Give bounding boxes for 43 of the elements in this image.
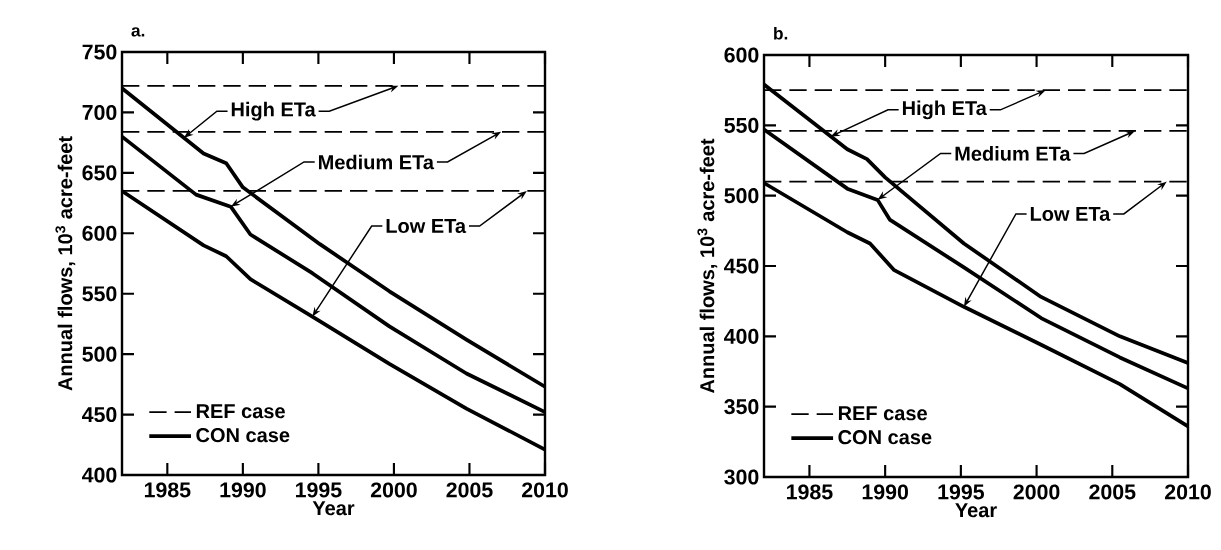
x-tick-label: 2000 [1013, 484, 1060, 500]
y-tick-label: 600 [82, 225, 117, 241]
legend-label: REF case [196, 404, 285, 419]
x-tick-label: 1995 [938, 484, 984, 500]
y-tick-label: 550 [724, 117, 759, 133]
x-tick-label: 2010 [522, 482, 568, 498]
annotation: Medium ETa [318, 154, 435, 170]
annotation: Medium ETa [955, 146, 1071, 161]
y-tick-label: 700 [82, 104, 117, 120]
x-tick-label: 1990 [862, 484, 908, 500]
annotation: High ETa [231, 101, 316, 121]
chart-title: b. [774, 26, 788, 40]
x-tick-label: 1995 [296, 482, 342, 498]
x-axis-title: Year [955, 503, 997, 518]
x-tick-label: 1990 [220, 482, 266, 498]
y-tick-label: 600 [724, 47, 759, 63]
y-tick-label: 650 [82, 165, 117, 181]
y-axis-title: Annual flows, 10$^{3}$ acre-feet [697, 138, 718, 394]
y-tick-label: 750 [82, 44, 117, 60]
x-tick-label: 2000 [370, 482, 417, 498]
y-tick-label: 500 [724, 188, 759, 204]
y-tick-label: 400 [82, 467, 117, 483]
legend-label: REF case [838, 406, 927, 421]
chart-title: a. [131, 27, 145, 37]
x-tick-label: 2010 [1165, 484, 1211, 500]
y-tick-label: 350 [724, 399, 759, 415]
x-tick-label: 1985 [144, 482, 191, 498]
x-tick-label: 2005 [1089, 484, 1136, 500]
y-tick-label: 300 [724, 469, 759, 485]
x-axis-title: Year [312, 501, 355, 516]
y-axis-title: Annual flows, 10$^{3}$ acre-feet [55, 136, 76, 391]
y-tick-label: 550 [82, 286, 117, 302]
y-tick-label: 400 [724, 328, 759, 344]
annotation: Low ETa [386, 219, 467, 233]
y-tick-label: 450 [82, 407, 117, 423]
y-tick-label: 450 [724, 258, 759, 274]
x-tick-label: 2005 [446, 482, 493, 498]
legend-label: CON case [838, 430, 932, 445]
x-tick-label: 1985 [787, 484, 833, 500]
legend-label: CON case [196, 428, 290, 443]
annotation: High ETa [902, 100, 987, 120]
annotation: Low ETa [1030, 206, 1111, 221]
y-tick-label: 500 [82, 346, 117, 362]
